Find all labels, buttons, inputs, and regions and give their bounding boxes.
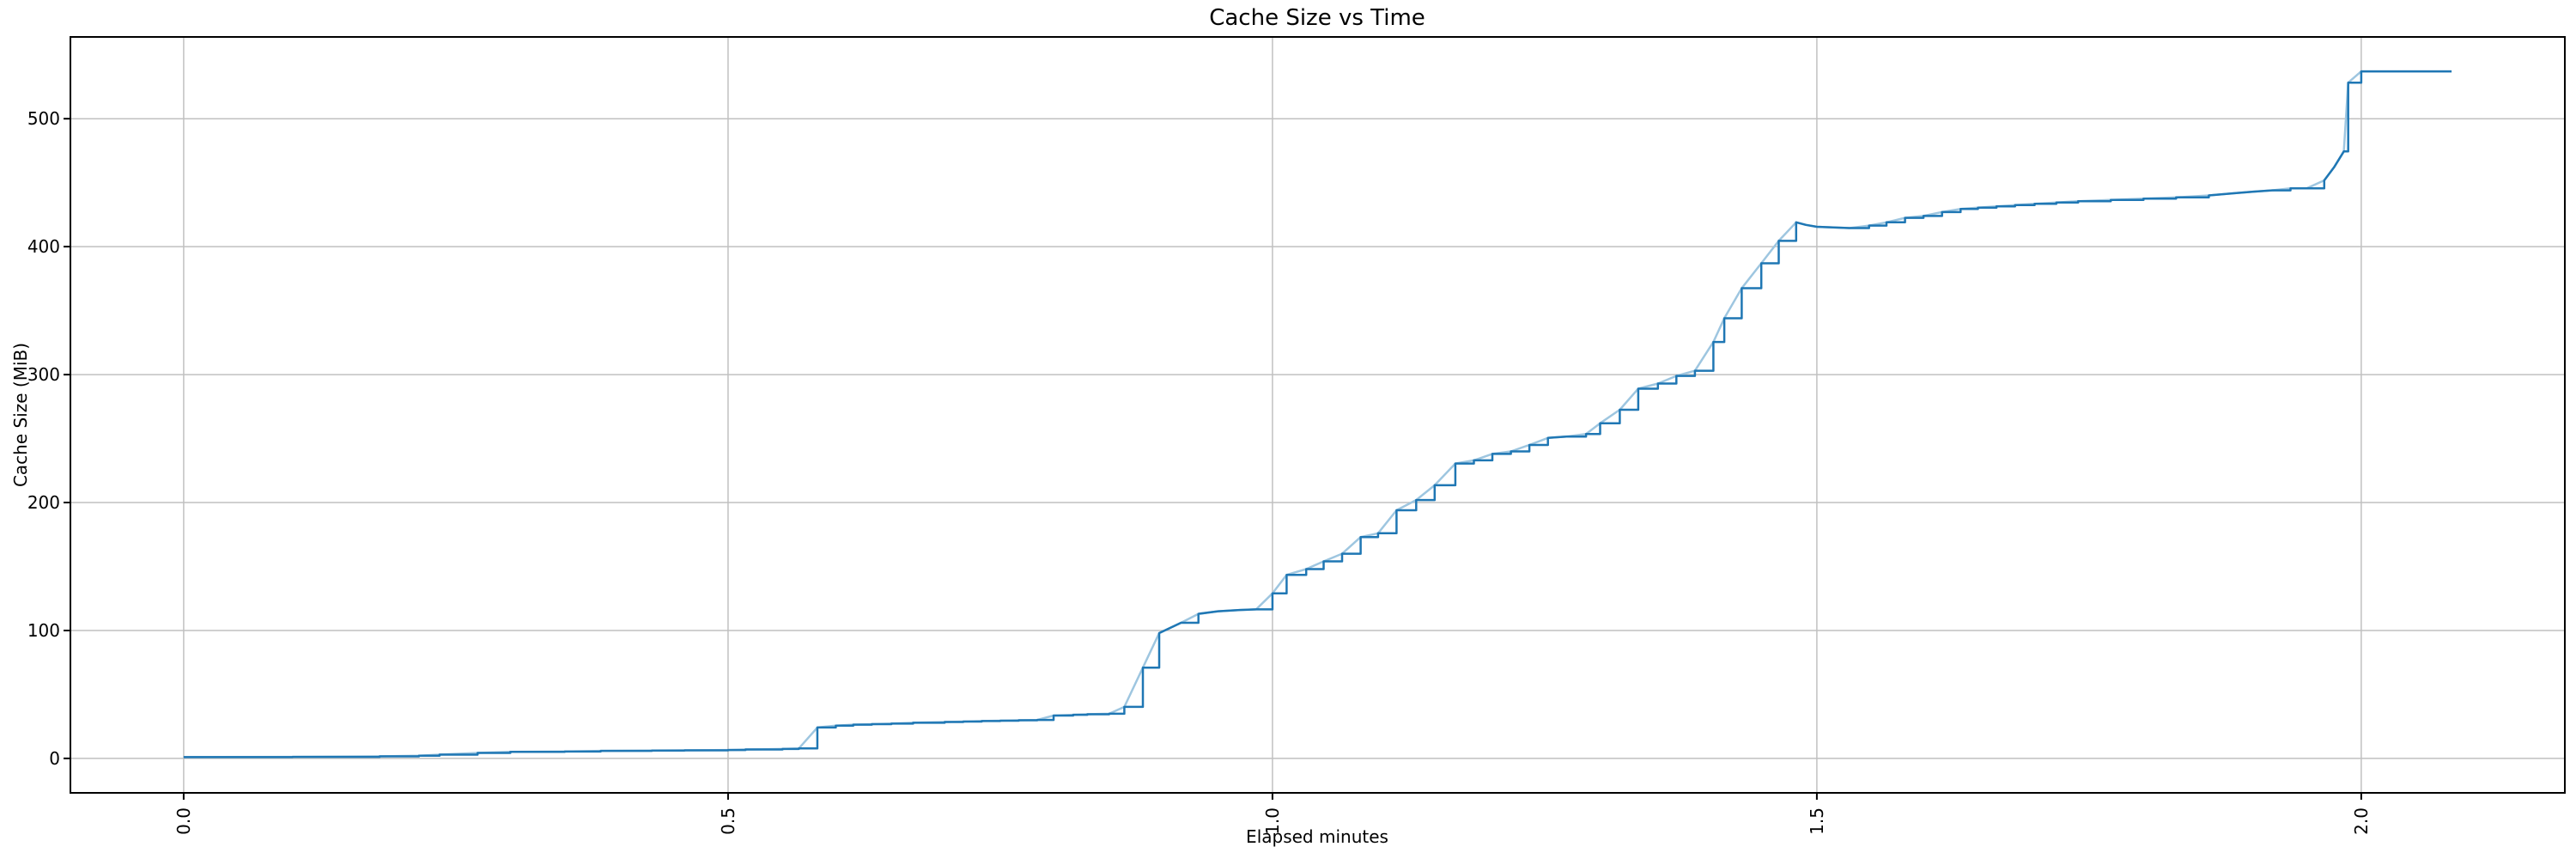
y-tick-label: 400 <box>27 236 60 257</box>
y-tick-label: 100 <box>27 620 60 641</box>
y-tick-label: 0 <box>49 748 60 769</box>
plot-border <box>70 36 2566 794</box>
cache-size-line-shadow <box>183 70 2452 758</box>
y-tick-label: 300 <box>27 364 60 385</box>
x-tick-label: 2.0 <box>2351 807 2372 835</box>
x-tick-label: 0.0 <box>173 807 194 835</box>
y-tick-label: 200 <box>27 492 60 513</box>
x-tick-label: 1.0 <box>1262 807 1283 835</box>
y-tick-label: 500 <box>27 108 60 129</box>
x-axis-label: Elapsed minutes <box>1246 826 1388 847</box>
x-tick-label: 1.5 <box>1807 807 1827 835</box>
chart-title: Cache Size vs Time <box>1209 5 1425 31</box>
y-axis-label: Cache Size (MiB) <box>10 342 31 488</box>
cache-size-line <box>183 70 2452 758</box>
x-tick-label: 0.5 <box>718 807 738 835</box>
